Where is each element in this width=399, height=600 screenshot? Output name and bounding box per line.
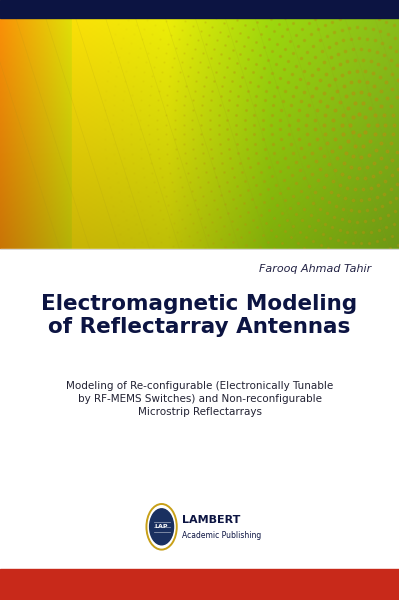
Text: Farooq Ahmad Tahir: Farooq Ahmad Tahir	[259, 264, 371, 274]
Circle shape	[150, 509, 174, 545]
Text: LAP: LAP	[155, 524, 168, 529]
Text: Modeling of Re-configurable (Electronically Tunable
by RF-MEMS Switches) and Non: Modeling of Re-configurable (Electronica…	[66, 381, 333, 416]
Bar	[0, 249, 399, 569]
Text: Electromagnetic Modeling
of Reflectarray Antennas: Electromagnetic Modeling of Reflectarray…	[41, 294, 358, 337]
Text: LAMBERT: LAMBERT	[182, 515, 240, 524]
Bar	[0, 569, 399, 600]
Text: Academic Publishing: Academic Publishing	[182, 532, 261, 540]
Bar	[0, 0, 399, 18]
